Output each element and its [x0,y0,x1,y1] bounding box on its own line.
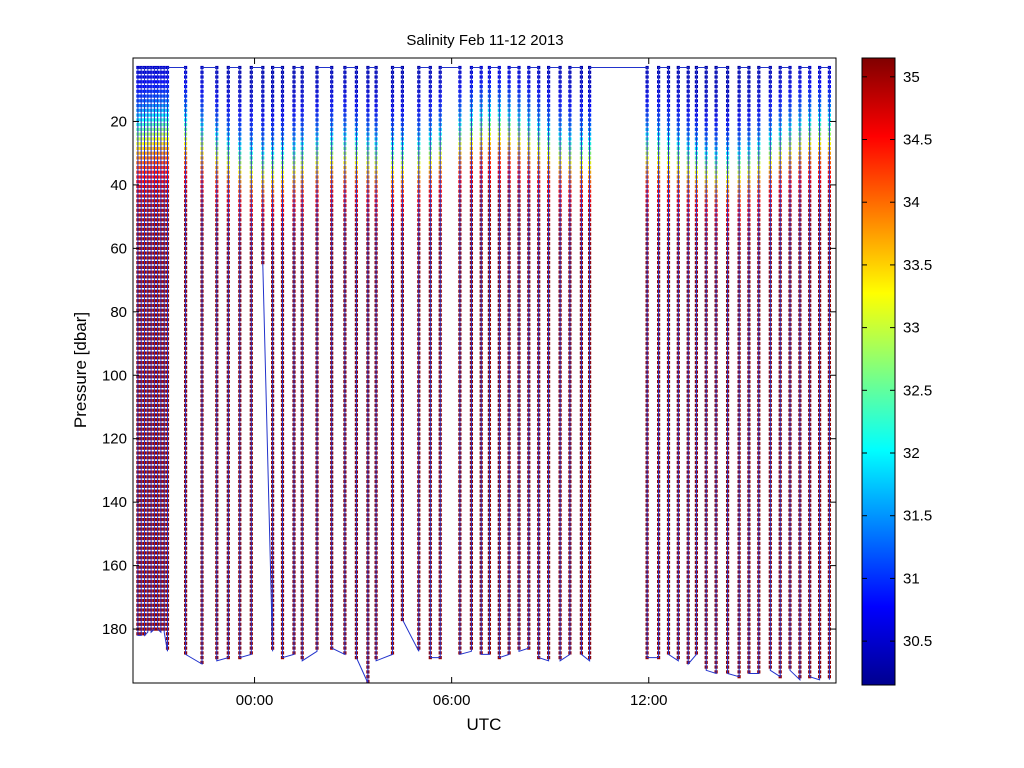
chart-title: Salinity Feb 11-12 2013 [406,32,563,49]
